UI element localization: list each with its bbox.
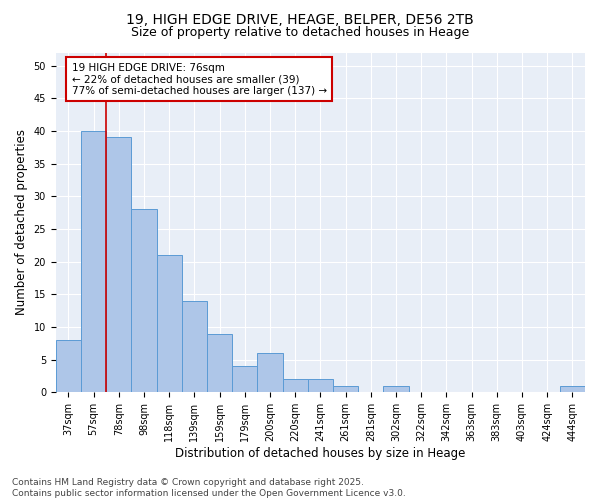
Bar [81,131,106,392]
Text: 19, HIGH EDGE DRIVE, HEAGE, BELPER, DE56 2TB: 19, HIGH EDGE DRIVE, HEAGE, BELPER, DE56… [126,12,474,26]
Text: Contains HM Land Registry data © Crown copyright and database right 2025.
Contai: Contains HM Land Registry data © Crown c… [12,478,406,498]
Bar [232,366,257,392]
Bar [182,301,207,392]
X-axis label: Distribution of detached houses by size in Heage: Distribution of detached houses by size … [175,447,466,460]
Bar [560,386,585,392]
Text: 19 HIGH EDGE DRIVE: 76sqm
← 22% of detached houses are smaller (39)
77% of semi-: 19 HIGH EDGE DRIVE: 76sqm ← 22% of detac… [71,62,327,96]
Y-axis label: Number of detached properties: Number of detached properties [15,130,28,316]
Bar [308,380,333,392]
Bar [207,334,232,392]
Bar [283,380,308,392]
Bar [157,255,182,392]
Text: Size of property relative to detached houses in Heage: Size of property relative to detached ho… [131,26,469,39]
Bar [383,386,409,392]
Bar [131,210,157,392]
Bar [106,138,131,392]
Bar [333,386,358,392]
Bar [56,340,81,392]
Bar [257,353,283,393]
